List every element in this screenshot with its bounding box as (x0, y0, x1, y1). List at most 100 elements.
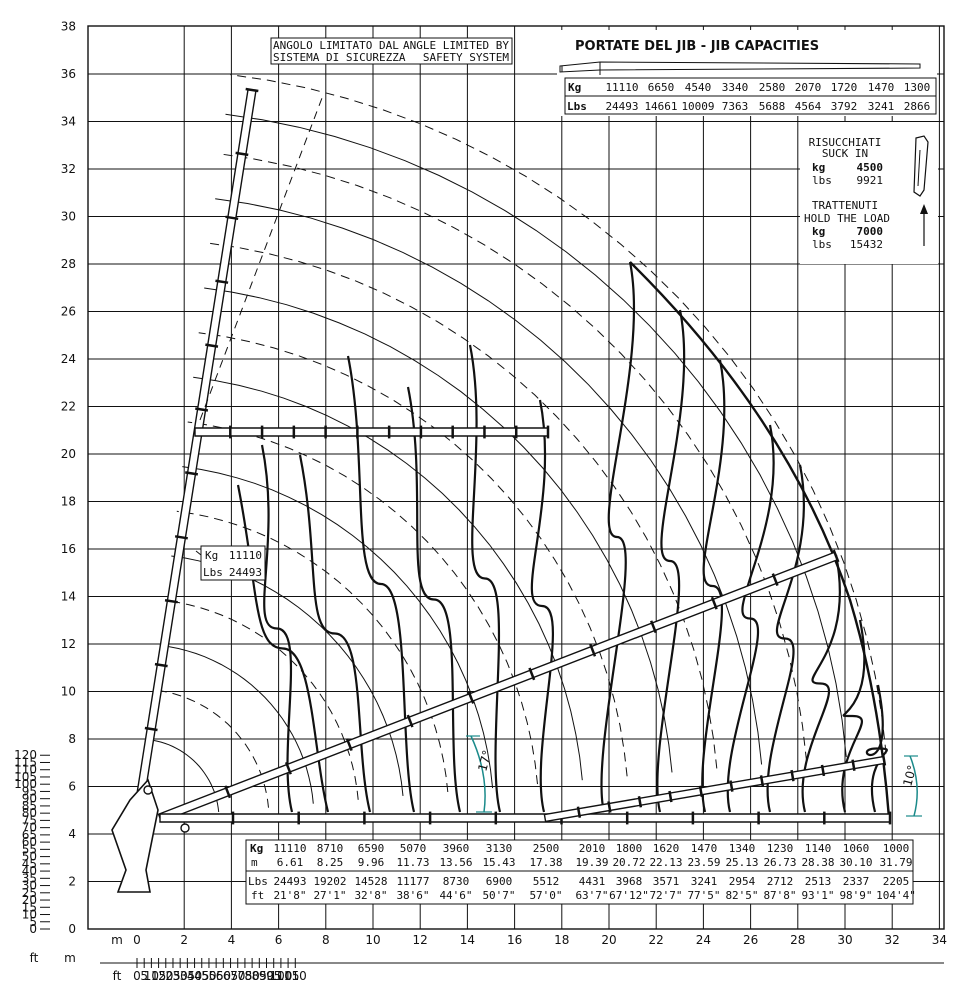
x-ft-tick: 65 (223, 969, 238, 983)
corner-ft: ft (30, 951, 39, 965)
y-ft-tick: 100 (14, 777, 37, 791)
jib-kg-cell: 3340 (722, 81, 749, 94)
hold-kg-label: kg (812, 225, 825, 238)
table-lbs-cell: 3968 (616, 875, 643, 888)
boom-section-joint (235, 151, 249, 157)
y-m-tick: 32 (61, 162, 76, 176)
y-ft-tick: 45 (22, 857, 37, 871)
table-kg-label: Kg (250, 842, 263, 855)
capacity-curve (656, 309, 686, 813)
table-m-cell: 13.56 (439, 856, 472, 869)
y-m-tick: 36 (61, 67, 76, 81)
table-m-cell: 30.10 (839, 856, 872, 869)
x-ft-tick: 80 (244, 969, 259, 983)
suck-in-kg: 4500 (857, 161, 884, 174)
table-ft-cell: 63'7" (575, 889, 608, 902)
table-kg-cell: 1800 (616, 842, 643, 855)
x-m-tick: 32 (885, 933, 900, 947)
y-ft-tick: 30 (22, 879, 37, 893)
table-lbs-cell: 6900 (486, 875, 513, 888)
boom-section-joint (205, 343, 219, 348)
jib-lbs-cell: 4564 (795, 100, 822, 113)
x-ft-tick: 85 (252, 969, 267, 983)
table-ft-label: ft (251, 889, 264, 902)
y-ft-tick: 5 (29, 915, 37, 929)
y-ft-tick: 20 (22, 893, 37, 907)
x-m-tick: 30 (837, 933, 852, 947)
suck-in-lbs-label: lbs (812, 174, 832, 187)
reach-arc (204, 287, 673, 773)
callout-kg: 11110 (229, 549, 262, 562)
jib-kg-values: 11110 6650 4540 3340 2580 2070 1720 1470 1300 (605, 81, 930, 94)
jib-lbs-cell: 5688 (759, 100, 786, 113)
capacity-curve (530, 399, 554, 813)
y-ft-tick: 90 (22, 792, 37, 806)
jib-capacities-panel: PORTATE DEL JIB - JIB CAPACITIES Kg Lbs … (557, 30, 937, 116)
suck-in-kg-label: kg (812, 161, 825, 174)
reach-arc (193, 376, 583, 781)
boom-drawing (111, 87, 892, 893)
table-kg-cell: 3960 (443, 842, 470, 855)
callout-kg-label: Kg (205, 549, 218, 562)
table-lbs-cell: 3241 (691, 875, 718, 888)
table-kg-cell: 2010 (579, 842, 606, 855)
angle-note-it-2: SISTEMA DI SICUREZZA (273, 51, 406, 64)
y-m-tick: 10 (61, 685, 76, 699)
boom-section-joint (225, 215, 239, 221)
reach-curves (148, 74, 891, 819)
angle-17-dimension: 17° (466, 735, 494, 813)
hold-title-en: HOLD THE LOAD (804, 212, 890, 225)
table-lbs-label: Lbs (248, 875, 268, 888)
boom-section-joint (729, 780, 734, 792)
x-ft-tick: 30 (173, 969, 188, 983)
table-m-cell: 22.13 (649, 856, 682, 869)
x-m-tick: 2 (180, 933, 188, 947)
capacity-curve (766, 464, 805, 813)
boom-section-joint (154, 662, 168, 668)
jib-lbs-cell: 3792 (831, 100, 858, 113)
angle-note: ANGOLO LIMITATO DAL SISTEMA DI SICUREZZA… (270, 37, 513, 65)
y-ft-tick: 40 (22, 864, 37, 878)
table-lbs-cell: 24493 (273, 875, 306, 888)
boom-section-joint (698, 785, 704, 798)
capacity-curve (406, 386, 462, 813)
y-ft-tick: 75 (22, 813, 37, 827)
winch-panel: RISUCCHIATI SUCK IN kg 4500 lbs 9921 TRA… (800, 122, 938, 264)
jib-lbs-cell: 24493 (605, 100, 638, 113)
table-kg-cell: 1620 (653, 842, 680, 855)
table-m-cell: 19.39 (575, 856, 608, 869)
angle-note-it-1: ANGOLO LIMITATO DAL (273, 39, 399, 52)
table-kg-cell: 1230 (767, 842, 794, 855)
table-m-cell: 17.38 (529, 856, 562, 869)
table-cells: 11110 8710 6590 5070 3960 3130 2500 2010 1800 162… (273, 842, 915, 902)
y-ft-tick: 115 (14, 755, 37, 769)
x-ft-tick: 100 (269, 969, 292, 983)
capacity-curve (865, 684, 888, 813)
jib-kg-cell: 6650 (648, 81, 675, 94)
pivot-2 (180, 823, 190, 833)
y-ft-tick: 60 (22, 835, 37, 849)
x-m-tick: 14 (460, 933, 475, 947)
jib-kg-cell: 4540 (685, 81, 712, 94)
hook-icon (913, 135, 929, 197)
reach-arc (182, 466, 494, 789)
y-m-tick: 28 (61, 257, 76, 271)
table-lbs-cell: 4431 (579, 875, 606, 888)
y-ft-tick: 65 (22, 828, 37, 842)
table-kg-cell: 3130 (486, 842, 513, 855)
boom-section-joint (589, 643, 597, 657)
table-lbs-cell: 2205 (883, 875, 910, 888)
y-m-tick: 14 (61, 590, 76, 604)
x-m-tick: 0 (133, 933, 141, 947)
x-ft-tick: 20 (158, 969, 173, 983)
x-ft-unit: ft (113, 969, 122, 983)
boom-section-joint (144, 726, 158, 732)
table-m-cell: 8.25 (317, 856, 344, 869)
table-lbs-cell: 11177 (396, 875, 429, 888)
boom-section-joint (668, 790, 673, 803)
x-ft-tick: 110 (284, 969, 307, 983)
table-ft-cell: 98'9" (839, 889, 872, 902)
x-m-tick: 20 (601, 933, 616, 947)
table-kg-cell: 8710 (317, 842, 344, 855)
x-m-tick: 4 (228, 933, 236, 947)
